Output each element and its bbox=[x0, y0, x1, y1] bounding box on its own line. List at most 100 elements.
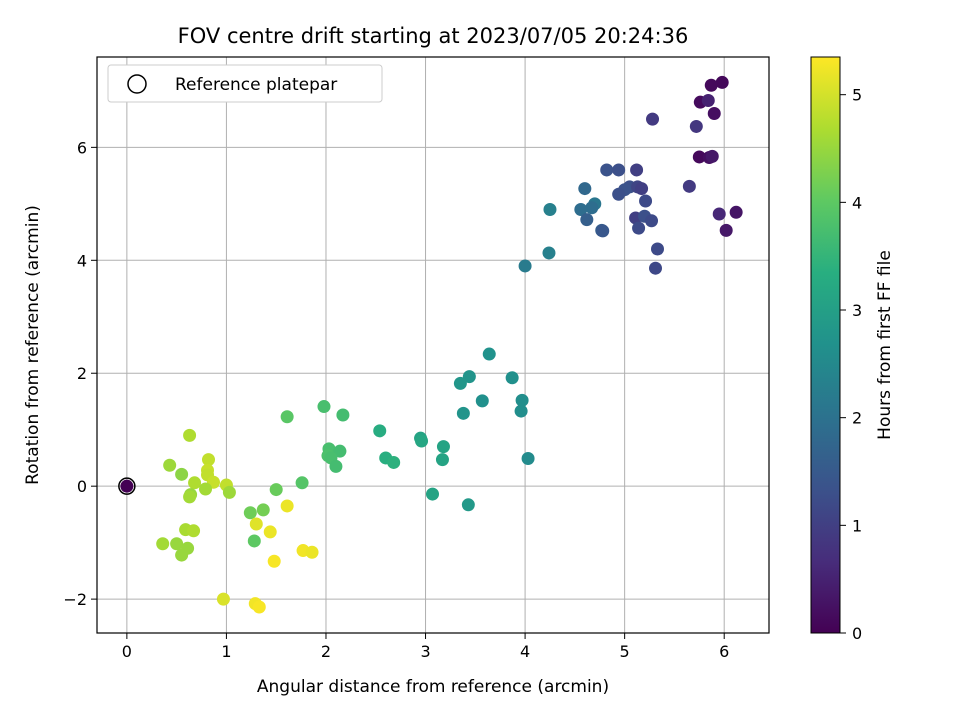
data-point bbox=[574, 202, 588, 216]
x-tick-label: 3 bbox=[420, 642, 430, 661]
data-point bbox=[387, 455, 401, 469]
data-point bbox=[645, 214, 659, 228]
data-point bbox=[252, 600, 266, 614]
data-point bbox=[505, 371, 519, 385]
data-point bbox=[646, 112, 660, 126]
data-point bbox=[256, 503, 270, 517]
data-point bbox=[329, 459, 343, 473]
x-tick-label: 0 bbox=[122, 642, 132, 661]
data-point bbox=[456, 406, 470, 420]
x-axis-ticks: 0 1 2 3 4 5 6 bbox=[122, 633, 729, 661]
data-point bbox=[612, 163, 626, 177]
data-point bbox=[336, 408, 350, 422]
data-point bbox=[596, 224, 610, 238]
data-point bbox=[542, 246, 556, 260]
reference-point bbox=[120, 479, 134, 493]
data-point bbox=[462, 370, 476, 384]
data-point bbox=[435, 453, 449, 467]
data-point bbox=[630, 163, 644, 177]
legend: Reference platepar bbox=[107, 64, 383, 103]
data-point bbox=[243, 506, 257, 520]
data-point bbox=[305, 545, 319, 559]
x-tick-label: 6 bbox=[719, 642, 729, 661]
data-point bbox=[639, 194, 653, 208]
data-point bbox=[712, 207, 726, 221]
data-point bbox=[580, 213, 594, 227]
reference-marker bbox=[118, 477, 136, 495]
colorbar-gradient bbox=[810, 56, 841, 634]
data-point bbox=[247, 534, 261, 548]
data-point bbox=[199, 482, 213, 496]
x-tick-label: 5 bbox=[620, 642, 630, 661]
y-axis-label: Rotation from reference (arcmin) bbox=[23, 205, 43, 485]
data-point bbox=[515, 393, 529, 407]
data-point bbox=[692, 150, 706, 164]
y-axis-ticks: −2 0 2 4 6 bbox=[63, 138, 97, 609]
data-point bbox=[426, 487, 440, 501]
data-point bbox=[183, 490, 197, 504]
data-point bbox=[585, 201, 599, 215]
colorbar-label: Hours from first FF file bbox=[875, 250, 895, 440]
data-point bbox=[249, 517, 263, 531]
data-point bbox=[612, 187, 626, 201]
x-tick-label: 4 bbox=[520, 642, 530, 661]
colorbar-tick-label: 3 bbox=[852, 301, 862, 320]
data-point bbox=[415, 434, 429, 448]
data-point bbox=[295, 476, 309, 490]
data-point bbox=[514, 404, 528, 418]
data-point bbox=[705, 149, 719, 163]
x-axis-label: Angular distance from reference (arcmin) bbox=[257, 677, 609, 697]
data-point bbox=[704, 78, 718, 92]
y-tick-label: 2 bbox=[77, 364, 87, 383]
y-tick-label: −2 bbox=[63, 590, 87, 609]
y-tick-label: 6 bbox=[77, 138, 87, 157]
colorbar-tick-label: 2 bbox=[852, 409, 862, 428]
legend-box bbox=[107, 64, 383, 103]
colorbar-tick-label: 4 bbox=[852, 193, 862, 212]
legend-entry-label: Reference platepar bbox=[175, 75, 337, 95]
data-point bbox=[707, 106, 721, 120]
data-point bbox=[436, 440, 450, 454]
data-point bbox=[635, 182, 649, 196]
data-point bbox=[216, 592, 230, 606]
colorbar-ticks: 0 1 2 3 4 5 bbox=[840, 86, 862, 643]
data-point bbox=[222, 485, 236, 499]
data-point bbox=[701, 93, 715, 107]
data-point bbox=[689, 119, 703, 133]
y-tick-label: 0 bbox=[77, 477, 87, 496]
data-point bbox=[170, 537, 184, 551]
data-point bbox=[187, 524, 201, 538]
data-point bbox=[263, 525, 277, 539]
data-point bbox=[280, 410, 294, 424]
colorbar: 0 1 2 3 4 5 Hours from first FF file bbox=[810, 56, 895, 643]
colorbar-tick-label: 1 bbox=[852, 516, 862, 535]
y-tick-label: 4 bbox=[77, 251, 87, 270]
data-point bbox=[317, 400, 331, 414]
data-point bbox=[475, 394, 489, 408]
data-point bbox=[461, 498, 475, 512]
data-point bbox=[175, 467, 189, 481]
colorbar-tick-label: 0 bbox=[852, 624, 862, 643]
data-point bbox=[719, 223, 733, 237]
x-tick-label: 2 bbox=[321, 642, 331, 661]
data-point bbox=[578, 182, 592, 196]
data-point bbox=[632, 221, 646, 235]
data-point bbox=[543, 202, 557, 216]
data-point bbox=[682, 179, 696, 193]
data-point bbox=[453, 376, 467, 390]
data-point bbox=[175, 548, 189, 562]
x-tick-label: 1 bbox=[221, 642, 231, 661]
data-point bbox=[269, 483, 283, 497]
data-point bbox=[156, 537, 170, 551]
data-point bbox=[518, 259, 532, 273]
data-point bbox=[600, 163, 614, 177]
data-point bbox=[267, 554, 281, 568]
legend-marker-icon bbox=[127, 74, 147, 94]
plot-frame bbox=[96, 56, 770, 634]
data-point bbox=[650, 242, 664, 256]
data-point bbox=[183, 428, 197, 442]
data-point bbox=[333, 444, 347, 458]
grid-lines bbox=[97, 57, 769, 633]
data-point bbox=[521, 452, 535, 466]
data-point bbox=[715, 75, 729, 89]
